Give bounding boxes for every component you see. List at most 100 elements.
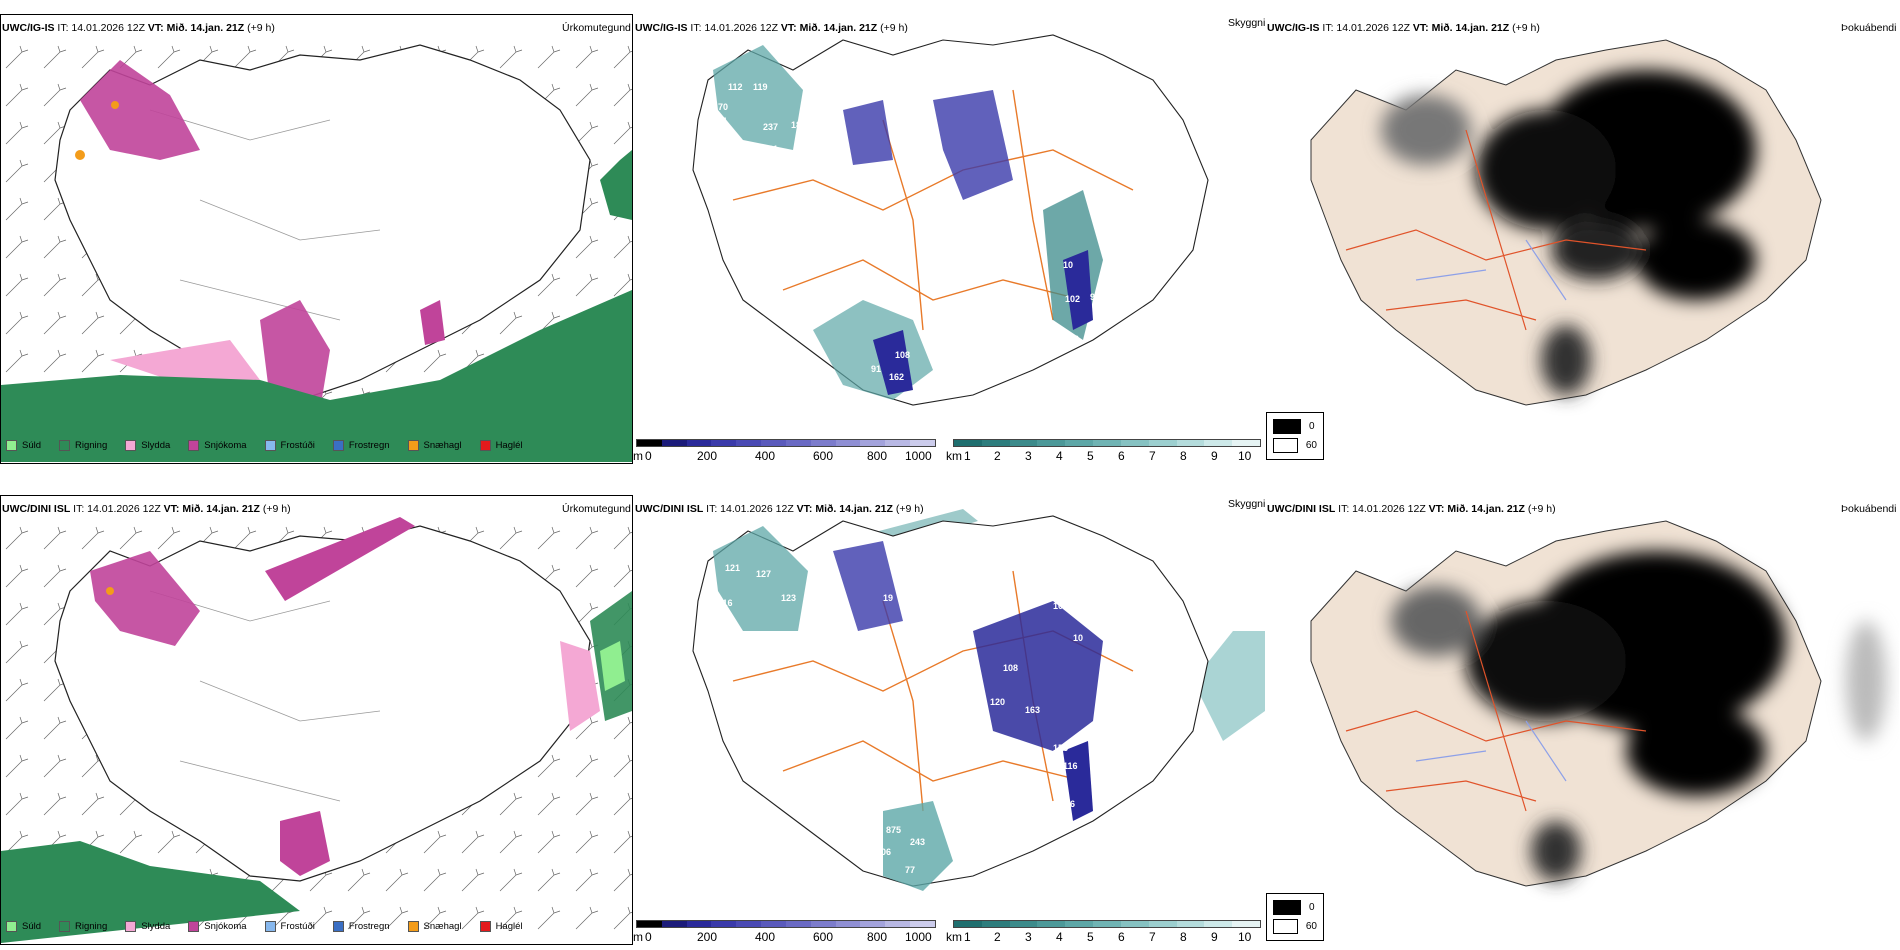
cbar-bin bbox=[1232, 440, 1260, 446]
cbar-tick: 1000 bbox=[905, 449, 932, 463]
cbar-bin bbox=[835, 440, 861, 446]
cbar-tick: 2 bbox=[994, 449, 1001, 463]
cbar-tick: 600 bbox=[813, 930, 834, 944]
legend-item: Súld bbox=[6, 921, 41, 932]
vis-value-label: 11 bbox=[718, 116, 728, 126]
cbar-tick: 6 bbox=[1118, 449, 1125, 463]
graupel-area bbox=[111, 101, 119, 109]
cbar-bin bbox=[736, 440, 762, 446]
legend-item: Snæhagl bbox=[407, 440, 462, 451]
vis-value-label: 155 bbox=[1053, 743, 1068, 753]
vis-value-label: 19 bbox=[883, 593, 893, 603]
cbar-bin bbox=[954, 440, 982, 446]
snow-area bbox=[280, 811, 330, 876]
vis-map: 112 119 70 11 237 185 201 11 108 108 91 … bbox=[692, 34, 1209, 406]
fog-legend-swatch bbox=[1273, 919, 1298, 934]
cbar-tick: 4 bbox=[1056, 930, 1063, 944]
fog-core bbox=[843, 100, 893, 165]
cbar-bin bbox=[1204, 440, 1233, 446]
fog-header: UWC/DINI ISL IT: 14.01.2026 12Z VT: Mið.… bbox=[1267, 503, 1556, 515]
cbar-tick: 10 bbox=[1238, 449, 1252, 463]
legend-swatch bbox=[188, 440, 200, 451]
snow-area bbox=[420, 300, 445, 345]
cbar-bin bbox=[1037, 921, 1066, 927]
cbar-bin bbox=[810, 921, 836, 927]
cbar-bin bbox=[686, 440, 712, 446]
cbar-bin bbox=[1009, 921, 1038, 927]
legend-item: Frostregn bbox=[332, 921, 390, 932]
snow-area bbox=[80, 60, 200, 160]
cbar-bin bbox=[761, 440, 786, 446]
cbar-bin bbox=[885, 440, 911, 446]
low-vis-area bbox=[1193, 631, 1265, 741]
vis-value-label: 119 bbox=[753, 82, 768, 92]
lead-time: (+9 h) bbox=[1524, 503, 1556, 515]
vis-header: UWC/IG-IS IT: 14.01.2026 12Z VT: Mið. 14… bbox=[635, 22, 908, 34]
precip-panel-bottom: UWC/DINI ISL IT: 14.01.2026 12Z VT: Mið.… bbox=[0, 481, 633, 950]
cbar-tick: 0 bbox=[645, 449, 652, 463]
vis-title: Skyggni bbox=[1228, 498, 1266, 510]
cbar-bin bbox=[1232, 921, 1260, 927]
cbar-bin bbox=[835, 921, 861, 927]
cbar-bin bbox=[1148, 921, 1177, 927]
fog-legend-swatch bbox=[1273, 900, 1301, 915]
cbar-bin bbox=[885, 921, 911, 927]
cbar-bin bbox=[1093, 440, 1121, 446]
precip-panel-top: UWC/IG-IS IT: 14.01.2026 12Z VT: Mið. 14… bbox=[0, 0, 633, 475]
cbar-tick: 1 bbox=[964, 449, 971, 463]
lead-time: (+9 h) bbox=[1509, 22, 1540, 34]
fog-core bbox=[1063, 250, 1093, 330]
legend-swatch bbox=[125, 440, 137, 451]
cbar-bin bbox=[711, 921, 737, 927]
legend-swatch bbox=[407, 440, 419, 451]
cbar-tick: 3 bbox=[1025, 449, 1032, 463]
fog-index-field bbox=[1391, 551, 1886, 881]
cbar-unit: m bbox=[633, 930, 643, 944]
init-time: IT: 14.01.2026 12Z bbox=[1335, 503, 1429, 515]
legend-swatch bbox=[59, 921, 71, 932]
precip-title: Úrkomutegund bbox=[562, 22, 631, 34]
vis-value-label: 102 bbox=[1065, 294, 1080, 304]
legend-item: Snjókoma bbox=[188, 440, 247, 451]
vis-value-label: 108 bbox=[763, 232, 778, 242]
roads bbox=[732, 570, 1134, 812]
vis-value-label: 201 bbox=[763, 144, 778, 154]
sleet-area bbox=[560, 641, 600, 731]
cbar-bin bbox=[1065, 440, 1094, 446]
cbar-tick: 200 bbox=[697, 449, 718, 463]
cbar-tick: 10 bbox=[1238, 930, 1252, 944]
cbar-bin bbox=[1204, 921, 1233, 927]
cbar-bin bbox=[910, 921, 935, 927]
fog-core bbox=[933, 90, 1013, 200]
valid-time: VT: Mið. 14.jan. 21Z bbox=[1428, 503, 1525, 515]
model-name: UWC/DINI ISL bbox=[1267, 503, 1336, 515]
legend-item: Haglél bbox=[479, 921, 523, 932]
fog-title: Þokuábendi bbox=[1841, 22, 1897, 34]
legend-swatch bbox=[264, 440, 276, 451]
cbar-bin bbox=[910, 440, 935, 446]
init-time: IT: 14.01.2026 12Z bbox=[54, 22, 148, 34]
fog-legend-item: 0 bbox=[1273, 898, 1317, 917]
precip-legend: Súld Rigning Slydda Snjókoma Frostúði Fr… bbox=[6, 440, 537, 451]
snow-area bbox=[90, 551, 200, 646]
vis-panel-bottom: UWC/DINI ISL IT: 14.01.2026 12Z VT: Mið.… bbox=[633, 481, 1266, 950]
vis-value-label: 875 bbox=[886, 825, 901, 835]
vis-value-label: 70 bbox=[718, 102, 728, 112]
cbar-bin bbox=[981, 440, 1010, 446]
vis-value-label: 120 bbox=[990, 697, 1005, 707]
legend-item: Snjókoma bbox=[188, 921, 247, 932]
legend-item: Frostúði bbox=[264, 440, 315, 451]
vis-value-label: 123 bbox=[781, 593, 796, 603]
cbar-unit: km bbox=[946, 930, 962, 944]
vis-value-label: 163 bbox=[1025, 705, 1040, 715]
lead-time: (+9 h) bbox=[877, 22, 908, 34]
fog-legend-top: 0 60 bbox=[1266, 412, 1324, 460]
valid-time: VT: Mið. 14.jan. 21Z bbox=[1412, 22, 1510, 34]
cbar-tick: 4 bbox=[1056, 449, 1063, 463]
cbar-tick: 8 bbox=[1180, 930, 1187, 944]
cbar-unit: m bbox=[633, 449, 643, 463]
vis-value-label: 243 bbox=[910, 837, 925, 847]
cbar-bin bbox=[1009, 440, 1038, 446]
model-name: UWC/IG-IS bbox=[1267, 22, 1320, 34]
valid-time: VT: Mið. 14.jan. 21Z bbox=[147, 22, 245, 34]
